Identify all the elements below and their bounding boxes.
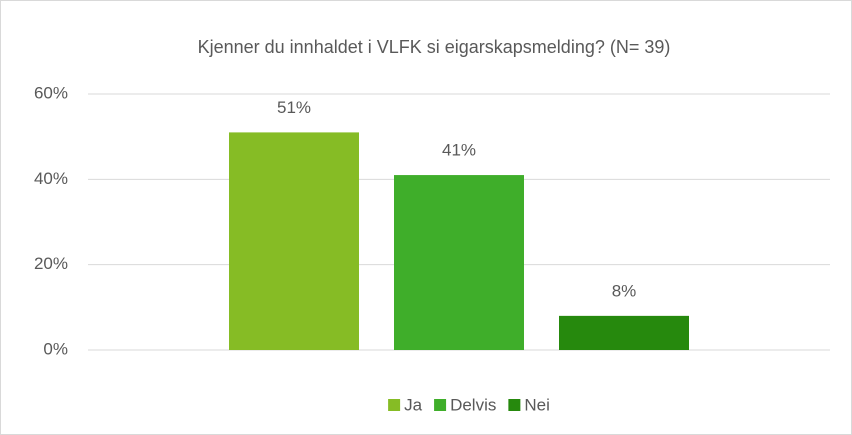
chart-title: Kjenner du innhaldet i VLFK si eigarskap… bbox=[198, 37, 671, 57]
y-tick-label: 0% bbox=[43, 339, 68, 358]
bar bbox=[394, 175, 524, 350]
legend-swatch bbox=[434, 399, 447, 411]
data-label: 51% bbox=[277, 98, 311, 117]
legend-label: Ja bbox=[404, 395, 423, 414]
data-label: 41% bbox=[442, 141, 476, 160]
data-label: 8% bbox=[612, 281, 637, 300]
y-tick-label: 60% bbox=[34, 83, 68, 102]
legend-swatch bbox=[508, 399, 521, 411]
legend-label: Delvis bbox=[450, 395, 496, 414]
y-tick-label: 40% bbox=[34, 169, 68, 188]
y-tick-label: 20% bbox=[34, 254, 68, 273]
bar bbox=[229, 132, 359, 350]
legend-swatch bbox=[388, 399, 401, 411]
bar bbox=[559, 315, 689, 350]
legend-label: Nei bbox=[524, 395, 550, 414]
